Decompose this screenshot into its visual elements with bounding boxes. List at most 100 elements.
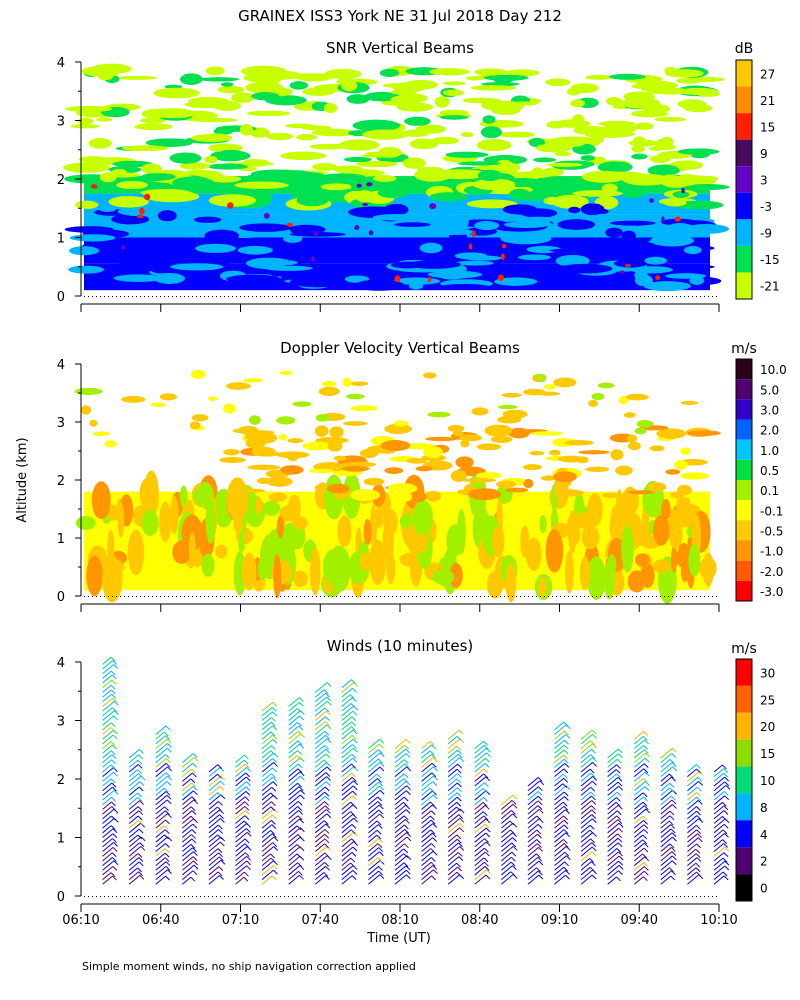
wind-barb [713,801,723,810]
wind-barb-flag [723,810,729,815]
wind-barb [314,753,327,764]
wind-barb [394,780,407,792]
data-cell [557,219,596,230]
wind-barb-flag [406,832,411,837]
wind-barb-flag [326,813,332,819]
wind-barb [447,856,460,866]
data-cell [392,94,416,106]
doppler-plot-area [74,369,721,604]
wind-barb [660,810,671,820]
wind-barb [235,855,247,866]
wind-barb [102,767,114,778]
wind-barb [607,748,619,759]
wind-barb-flag [483,797,488,802]
wind-barb-flag [406,836,412,842]
wind-barb [261,758,274,768]
wind-barb-flag [644,870,649,876]
wind-barb-flag [111,806,117,811]
data-cell [546,120,567,129]
wind-barb-flag [672,804,677,809]
wind-barb-flag [377,857,383,862]
doppler-panel-title: Doppler Velocity Vertical Beams [280,339,520,357]
data-cell [442,89,465,96]
data-cell [568,240,605,249]
wind-barb [580,768,591,778]
wind-barb [368,813,381,824]
wind-barb [368,773,378,782]
wind-barb-flag [403,778,409,783]
wind-barb [554,829,565,838]
wind-barb [208,836,222,848]
wind-barb-flag [245,809,250,815]
y-tick-label: 2 [57,474,65,489]
wind-barb [501,809,512,820]
wind-barb-flag [722,839,728,844]
wind-barb-flag [511,842,517,848]
wind-barb-flag [429,741,435,746]
wind-barb [527,846,539,857]
data-cell [548,449,561,456]
wind-barb [394,855,408,866]
wind-barb [660,799,673,810]
wind-barb-flag [299,715,305,721]
data-cell [126,240,175,249]
data-cell [422,228,476,236]
wind-barb [288,750,298,759]
data-cell [674,459,688,470]
data-cell [286,451,299,462]
wind-barb [102,838,113,848]
wind-barb-flag [377,843,383,848]
wind-barb [554,796,565,806]
wind-barb [713,768,725,778]
data-cell [406,457,427,464]
wind-barb [208,794,222,806]
wind-barb-flag [616,764,621,769]
wind-barb [314,809,327,820]
wind-barb-flag [670,795,676,801]
wind-barb-flag [724,795,730,801]
wind-barb-flag [353,817,359,823]
wind-barb-flag [272,842,278,847]
wind-barb-flag [563,744,569,750]
wind-barb [501,813,514,824]
wind-barb-flag [564,851,570,857]
data-cell [665,222,695,235]
wind-barb-flag [272,711,277,717]
wind-barb-flag [139,781,145,787]
data-cell [246,110,291,117]
data-cell [343,156,372,163]
wind-barb-flag [509,820,515,826]
wind-barb-flag [432,757,438,762]
wind-barb [713,857,724,866]
wind-barb-flag [138,820,143,825]
wind-barb [554,777,565,787]
data-cell [585,74,613,80]
data-cell [644,256,668,265]
data-cell [234,181,289,189]
wind-barb [288,768,299,778]
wind-barb-flag [165,758,171,763]
wind-barb [261,750,272,759]
wind-barb [607,773,617,782]
wind-barb [687,799,699,810]
wind-barb-flag [591,795,596,801]
data-cell [511,171,554,179]
wind-barb [208,792,219,801]
wind-barb [288,715,301,726]
wind-barb [182,799,195,810]
wind-barb [155,743,168,754]
wind-barb [660,795,672,806]
data-cell [439,115,469,120]
wind-barb-flag [271,875,277,881]
wind-barb [128,769,138,778]
data-cell [505,69,540,77]
wind-barb-flag [165,791,171,796]
wind-barb-flag [300,827,305,833]
colorbar-level-label: 10 [760,774,775,788]
ground-dotted-line [81,896,719,897]
wind-barb-flag [245,776,251,782]
wind-barb-flag [670,875,676,881]
wind-barb-flag [165,772,171,778]
wind-barb [713,829,724,838]
